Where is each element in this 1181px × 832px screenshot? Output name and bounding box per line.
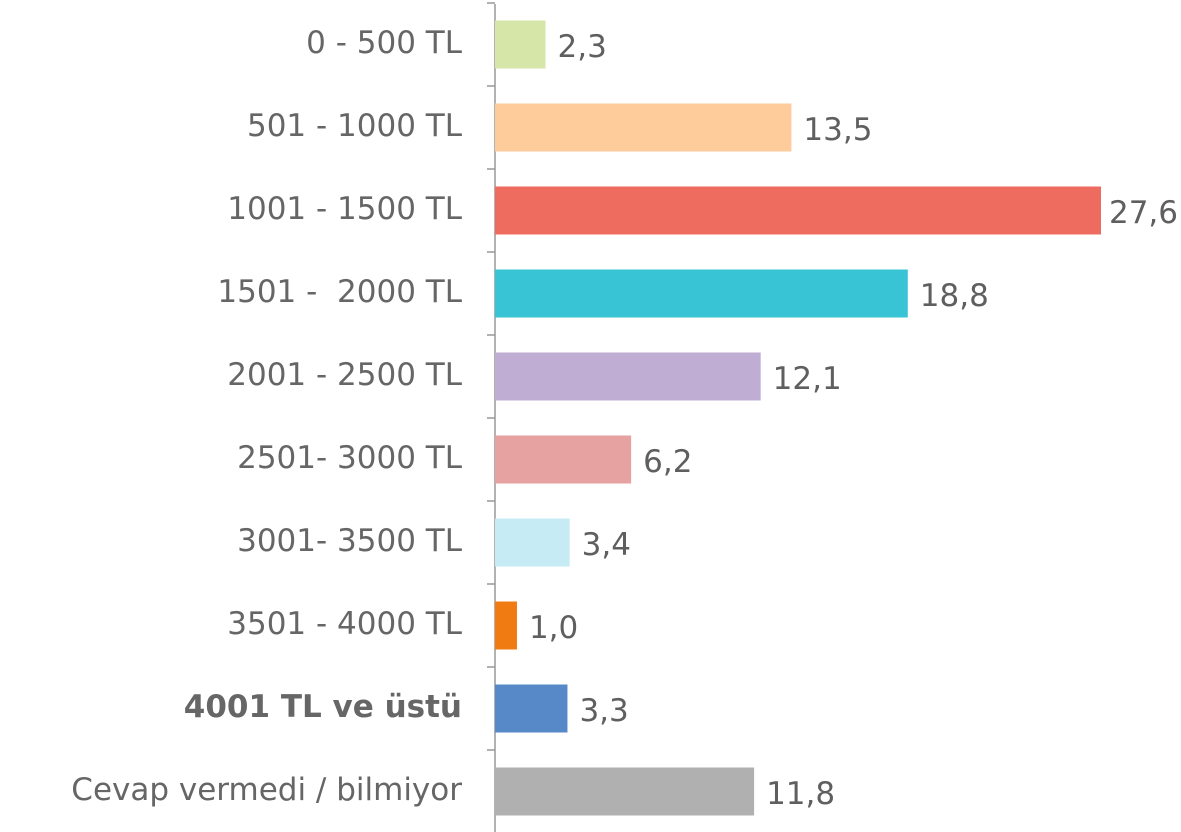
- value-label: 2,3: [558, 29, 607, 65]
- category-label: Cevap vermedi / bilmiyor: [71, 772, 462, 808]
- category-label: 2501- 3000 TL: [237, 440, 463, 476]
- category-label: 2001 - 2500 TL: [227, 357, 462, 393]
- value-label: 3,3: [579, 693, 628, 729]
- value-label: 6,2: [643, 444, 692, 480]
- bar: [495, 435, 632, 484]
- category-label: 3501 - 4000 TL: [227, 606, 462, 642]
- category-label: 4001 TL ve üstü: [184, 689, 462, 725]
- bar: [495, 186, 1101, 235]
- value-label: 12,1: [773, 361, 842, 397]
- bar: [495, 684, 568, 733]
- value-label: 13,5: [803, 112, 872, 148]
- value-label: 27,6: [1109, 195, 1178, 231]
- value-label: 11,8: [766, 776, 835, 812]
- category-label: 1001 - 1500 TL: [227, 191, 462, 227]
- bar: [495, 767, 755, 816]
- bar: [495, 352, 761, 401]
- bar: [495, 601, 517, 650]
- value-label: 3,4: [582, 527, 631, 563]
- category-label: 1501 - 2000 TL: [217, 274, 462, 310]
- category-label: 0 - 500 TL: [306, 25, 463, 61]
- category-label: 501 - 1000 TL: [247, 108, 463, 144]
- category-label: 3001- 3500 TL: [237, 523, 463, 559]
- bar: [495, 518, 570, 567]
- bar: [495, 103, 792, 152]
- bar: [495, 269, 908, 318]
- value-label: 1,0: [529, 610, 578, 646]
- value-label: 18,8: [920, 278, 989, 314]
- bar: [495, 20, 546, 69]
